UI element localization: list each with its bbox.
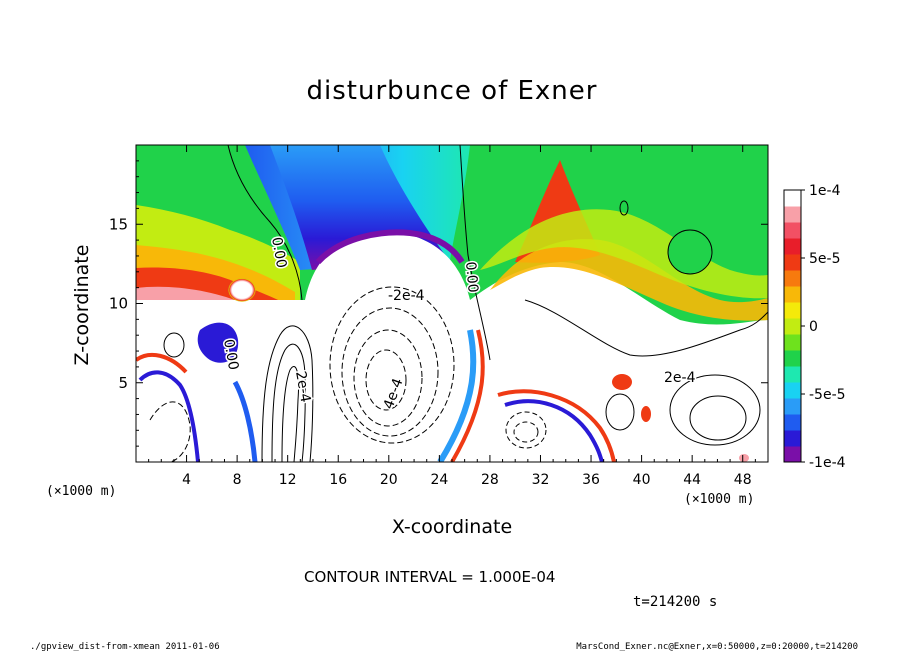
dome-right-edge — [437, 329, 477, 462]
green-blob-right — [667, 229, 713, 275]
colorbar-swatch — [784, 430, 801, 447]
colorbar-swatch — [784, 206, 801, 223]
x-tick-label: 4 — [182, 472, 191, 488]
x-axis-unit-right: (×1000 m) — [684, 492, 755, 507]
contour-label: -2e-4 — [388, 288, 425, 304]
right-white-region — [470, 262, 768, 462]
right-lower-rainbow — [504, 399, 604, 462]
y-axis: 5 10 15 — [109, 160, 768, 447]
colorbar-swatch — [784, 334, 801, 351]
colorbar-swatch — [784, 302, 801, 319]
neg-contour-right-small-1 — [505, 411, 547, 449]
x-tick-label: 16 — [329, 472, 347, 488]
y-tick-label: 5 — [118, 374, 128, 392]
neg-contour-3 — [353, 329, 423, 427]
colorbar-swatch — [784, 366, 801, 383]
neg-contour-1 — [329, 286, 455, 444]
right-lower-rainbow-red — [497, 389, 616, 462]
pos-contour-left-2 — [271, 343, 306, 462]
central-white-dome — [305, 231, 470, 462]
right-orange-band — [490, 239, 768, 321]
y-tick-label: 10 — [109, 295, 128, 313]
x-tick-label: 44 — [683, 472, 701, 488]
x-tick-label: 28 — [481, 472, 499, 488]
colorbar-swatch — [784, 238, 801, 255]
neg-contour-left-small — [149, 401, 191, 462]
x-tick-label: 20 — [380, 472, 398, 488]
colorbar-swatch — [784, 286, 801, 303]
left-rainbow-edge-red — [136, 352, 188, 374]
x-axis: 4 8 12 16 20 24 28 32 36 40 44 48 — [135, 145, 769, 488]
colorbar-swatch — [784, 446, 801, 463]
contour-label: 2e-4 — [664, 370, 696, 386]
contour-interval-text: CONTOUR INTERVAL = 1.000E-04 — [304, 568, 556, 586]
x-tick-label: 32 — [532, 472, 550, 488]
colorbar: 1e-4 5e-5 0 -5e-5 -1e-4 — [783, 183, 846, 471]
colorbar-swatch — [784, 254, 801, 271]
pos-contour-right-2 — [689, 395, 747, 441]
x-tick-label: 8 — [233, 472, 242, 488]
right-yellow-band — [480, 209, 768, 299]
negative-dipole-left — [197, 322, 239, 363]
contour-label: 0.00 — [462, 261, 481, 293]
neg-contour-right-small-2 — [513, 421, 539, 443]
time-label: t=214200 s — [633, 594, 718, 610]
mid-rainbow-edge — [232, 380, 258, 462]
pos-contour-left-3 — [281, 366, 299, 462]
colorbar-tick-label: -1e-4 — [809, 455, 846, 471]
colorbar-swatch — [784, 318, 801, 335]
colorbar-swatch — [784, 382, 801, 399]
colorbar-swatch — [784, 350, 801, 367]
colorbar-tick-label: 0 — [809, 319, 818, 335]
x-tick-label: 40 — [633, 472, 651, 488]
pos-contour-right-1 — [669, 374, 761, 446]
colorbar-swatch — [784, 190, 801, 207]
small-red-spot-3 — [739, 454, 749, 462]
left-rainbow-edge — [138, 370, 200, 462]
contour-layer — [149, 145, 768, 462]
colorbar-tick-label: -5e-5 — [809, 387, 846, 403]
x-tick-label: 24 — [430, 472, 448, 488]
left-white-bubble — [228, 278, 256, 302]
colorbar-tick-label: 5e-5 — [809, 251, 840, 267]
x-tick-label: 12 — [279, 472, 297, 488]
field-layer — [136, 145, 768, 462]
x-tick-label: 36 — [582, 472, 600, 488]
zero-contour-far-right — [524, 299, 768, 357]
pos-contour-right-3 — [605, 393, 635, 431]
y-tick-label: 15 — [109, 215, 128, 233]
colorbar-swatch — [784, 414, 801, 431]
dome-purple-rim — [315, 229, 465, 265]
zero-contour-left — [227, 145, 303, 301]
footer-right: MarsCond_Exner.nc@Exner,x=0:50000,z=0:20… — [576, 642, 858, 652]
colorbar-swatch — [784, 270, 801, 287]
x-axis-label: X-coordinate — [391, 516, 513, 538]
pos-contour-small-left — [163, 332, 185, 358]
x-axis-unit-left: (×1000 m) — [46, 484, 117, 499]
colorbar-swatch — [784, 398, 801, 415]
dome-right-edge-red — [450, 329, 485, 462]
small-red-spot-2 — [641, 406, 651, 422]
chart-title: disturbunce of Exner — [306, 76, 598, 106]
footer-left: ./gpview_dist-from-xmean 2011-01-06 — [30, 642, 220, 652]
pos-contour-left-1 — [261, 325, 314, 462]
x-tick-label: 48 — [734, 472, 752, 488]
colorbar-tick-label: 1e-4 — [809, 183, 841, 199]
small-red-spot-1 — [612, 374, 632, 390]
zero-contour-right — [459, 145, 491, 361]
pos-contour-small-right — [619, 200, 629, 216]
colorbar-swatch — [784, 222, 801, 239]
neg-contour-4 — [365, 349, 407, 411]
contour-label: 2e-4 — [292, 370, 313, 404]
neg-contour-2 — [341, 307, 439, 437]
